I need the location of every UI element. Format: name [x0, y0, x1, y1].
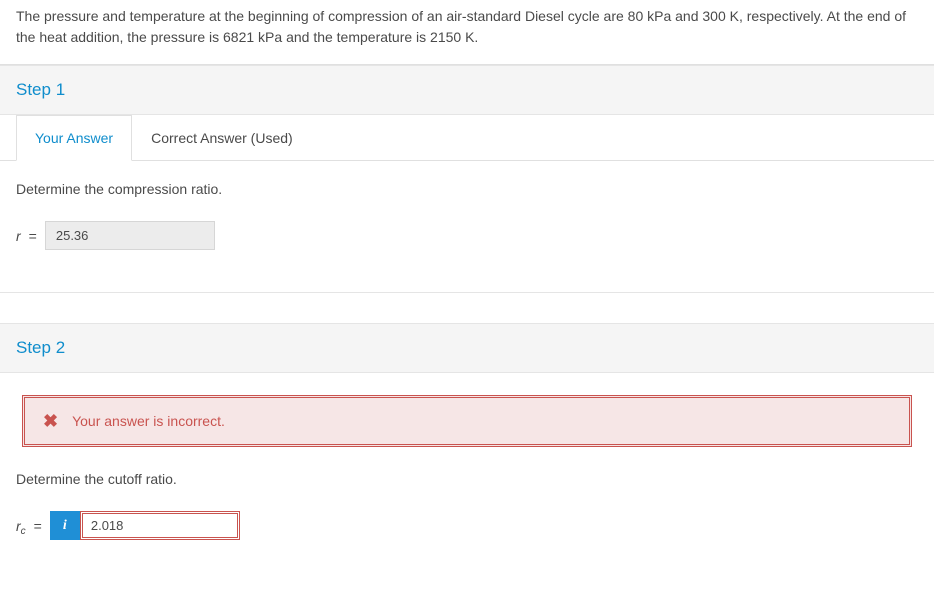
step2-var-sub: c	[21, 526, 26, 537]
step1-equals: =	[29, 228, 37, 244]
step2-equals: =	[34, 518, 42, 534]
tab-your-answer[interactable]: Your Answer	[16, 115, 132, 161]
step2-header: Step 2	[0, 323, 934, 373]
info-icon-label: i	[63, 518, 67, 534]
tab-correct-answer[interactable]: Correct Answer (Used)	[132, 115, 312, 161]
cutoff-ratio-input[interactable]	[80, 511, 240, 540]
error-alert: ✖ Your answer is incorrect.	[22, 395, 912, 447]
step2-answer-row: r c = i	[16, 511, 918, 540]
spacer	[0, 293, 934, 323]
problem-text: The pressure and temperature at the begi…	[16, 8, 906, 45]
step1-variable: r	[16, 228, 21, 244]
step1-prompt: Determine the compression ratio.	[16, 181, 918, 197]
close-icon: ✖	[43, 412, 58, 430]
step1-header: Step 1	[0, 65, 934, 115]
step1-body: Your Answer Correct Answer (Used) Determ…	[0, 115, 934, 270]
step2-body: ✖ Your answer is incorrect. Determine th…	[0, 395, 934, 560]
tab-your-answer-label: Your Answer	[35, 130, 113, 146]
error-message: Your answer is incorrect.	[72, 413, 225, 429]
tab-correct-answer-label: Correct Answer (Used)	[151, 130, 293, 146]
step1-tabs: Your Answer Correct Answer (Used)	[0, 115, 934, 161]
step2-prompt: Determine the cutoff ratio.	[16, 471, 918, 487]
step1-value: 25.36	[56, 228, 89, 243]
step1-value-box: 25.36	[45, 221, 215, 250]
step2-variable: r c	[16, 518, 26, 534]
step1-answer-row: r = 25.36	[16, 221, 918, 250]
step2-input-group: i	[50, 511, 240, 540]
step1-title: Step 1	[16, 80, 65, 99]
problem-statement: The pressure and temperature at the begi…	[0, 0, 934, 65]
step1-var-r: r	[16, 228, 21, 244]
info-icon[interactable]: i	[50, 511, 80, 540]
step2-title: Step 2	[16, 338, 65, 357]
